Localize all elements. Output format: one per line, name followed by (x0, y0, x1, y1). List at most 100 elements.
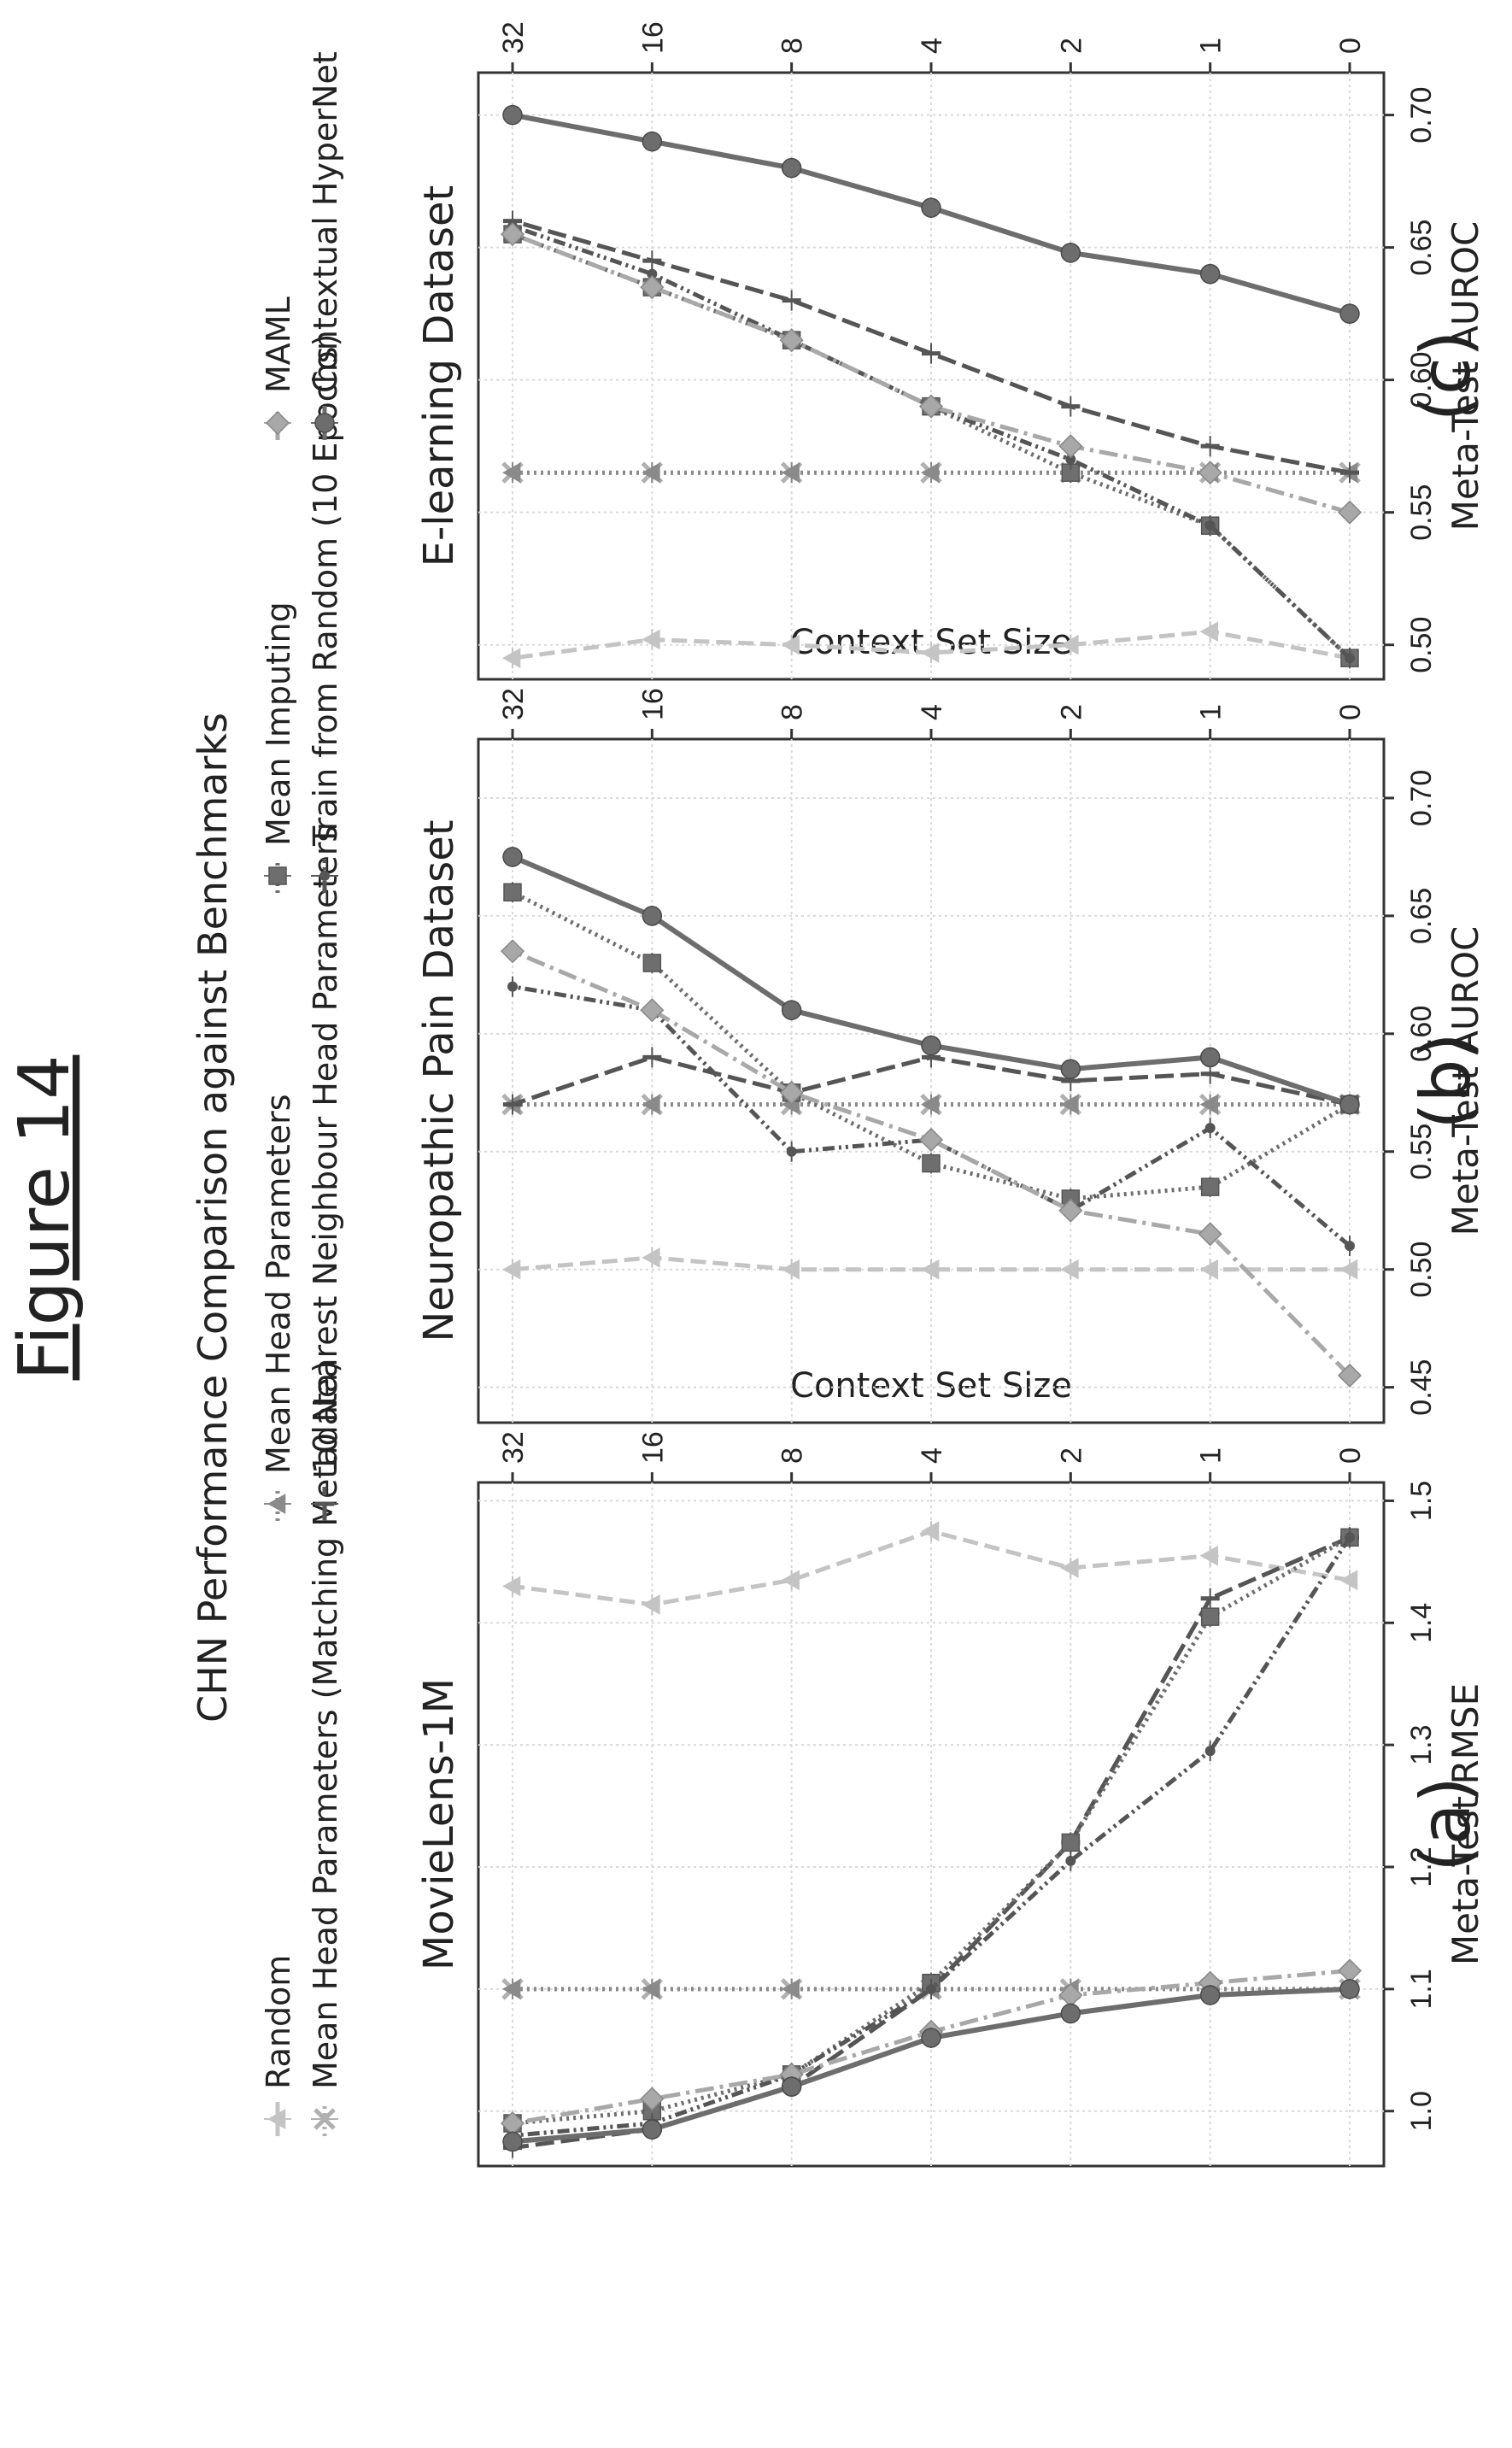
context-tick-label: 2 (1055, 704, 1087, 720)
data-point (779, 328, 804, 353)
value-tick-label: 1.4 (1405, 1603, 1438, 1643)
value-tick-label: 0.55 (1405, 1124, 1438, 1180)
data-point (918, 1127, 944, 1153)
data-point (647, 268, 658, 279)
chart-panel: 1.01.11.21.31.41.5012481632MovieLens-1MC… (415, 1366, 1486, 2168)
legend-label: Random (260, 1955, 297, 2089)
data-point (781, 1259, 800, 1280)
data-point (640, 2087, 665, 2111)
panel-label: (c) (1406, 331, 1486, 421)
y-axis-label: Meta-Test AUROC (1445, 221, 1486, 531)
value-tick-label: 0.65 (1405, 888, 1438, 944)
series (503, 224, 1359, 669)
legend-entry: Mean Head Parameters (Matching Metadata) (307, 1360, 344, 2136)
figure-title: Figure 14 (4, 1055, 85, 1381)
series (502, 846, 1360, 1115)
value-tick-label: 0.65 (1405, 220, 1438, 276)
data-point (1199, 621, 1218, 643)
data-point (1337, 1363, 1363, 1388)
value-tick-label: 0.60 (1405, 352, 1438, 408)
data-point (1204, 1123, 1216, 1134)
data-point (1065, 454, 1076, 465)
y-axis-label: Meta-Test RMSE (1445, 1683, 1486, 1965)
data-point (1199, 1047, 1221, 1068)
legend-marker (268, 866, 287, 885)
data-point (1060, 2003, 1081, 2024)
data-point (1199, 1545, 1218, 1566)
legend-entry: Contextual HyperNet (307, 51, 344, 440)
data-point (1345, 1532, 1355, 1543)
data-point (781, 157, 802, 179)
value-tick-label: 1.2 (1405, 1846, 1438, 1887)
data-point (1058, 1198, 1083, 1223)
data-point (501, 648, 521, 669)
context-tick-label: 16 (636, 21, 669, 54)
series (500, 939, 1363, 1388)
data-point (642, 1094, 660, 1115)
data-point (781, 634, 800, 655)
data-point (1337, 1958, 1363, 1983)
data-point (922, 1154, 941, 1173)
context-tick-label: 1 (1195, 38, 1228, 54)
data-point (500, 222, 525, 247)
data-point (920, 1521, 940, 1541)
legend-label: Mean Imputing (260, 602, 297, 846)
data-point (1339, 303, 1360, 324)
data-point (1204, 1746, 1216, 1757)
data-point (781, 1000, 802, 1020)
legend-marker (319, 871, 330, 881)
value-tick-label: 0.50 (1405, 617, 1438, 673)
data-point (642, 2119, 663, 2140)
context-tick-label: 4 (916, 38, 948, 54)
value-tick-label: 1.1 (1405, 1969, 1438, 2009)
legend-marker (314, 413, 335, 433)
data-point (1065, 1855, 1076, 1866)
data-point (500, 2110, 525, 2136)
legend-entry: 10 Nearest Neighbour Head Parameters (307, 825, 344, 1521)
legend-marker (267, 1494, 286, 1514)
legend-label: Mean Head Parameters (260, 1094, 297, 1474)
data-point (642, 629, 660, 650)
data-point (1060, 1558, 1079, 1578)
series (501, 1247, 1358, 1280)
y-axis-label: Meta-Test AUROC (1445, 926, 1486, 1236)
context-tick-label: 16 (636, 688, 669, 720)
series (501, 462, 1358, 484)
chart-panel: 0.50 0.55 0.60 0.65 0.70 0 1 2 4 8 16 32 E-learning … (415, 21, 1486, 681)
data-point (501, 1979, 521, 1999)
data-point (920, 1259, 940, 1280)
value-tick-label: 1.0 (1405, 2091, 1438, 2131)
data-point (503, 883, 522, 902)
series (501, 1521, 1358, 1615)
legend-entry: Mean Imputing (260, 602, 297, 893)
chart-panels: 1.01.11.21.31.41.5012481632MovieLens-1MC… (415, 21, 1486, 2168)
data-point (921, 197, 941, 218)
data-point (921, 1035, 941, 1056)
data-point (1204, 520, 1216, 531)
data-point (779, 1080, 804, 1105)
value-tick-label: 0.70 (1405, 770, 1438, 826)
value-tick-label: 0.70 (1405, 87, 1438, 144)
data-point (642, 1979, 660, 1999)
data-point (642, 1247, 660, 1268)
context-tick-label: 0 (1334, 1447, 1367, 1464)
context-tick-label: 16 (636, 1431, 669, 1464)
data-point (500, 939, 525, 964)
data-point (1058, 434, 1083, 459)
panel-label: (a) (1406, 1776, 1486, 1871)
data-point (920, 462, 940, 484)
data-point (640, 275, 665, 300)
legend-entry: Mean Head Parameters (260, 1094, 297, 1521)
context-tick-label: 8 (777, 704, 809, 720)
data-point (507, 981, 518, 992)
data-point (1198, 461, 1222, 485)
context-tick-label: 32 (497, 1431, 530, 1464)
panel-title: Neuropathic Pain Dataset (415, 819, 463, 1341)
series (502, 1978, 1360, 2152)
value-tick-label: 0.55 (1405, 484, 1438, 541)
figure-subtitle: CHN Performance Comparison against Bench… (190, 713, 236, 1723)
legend-entry: Random (260, 1955, 297, 2136)
data-point (642, 906, 663, 926)
value-tick-label: 0.60 (1405, 1006, 1438, 1062)
